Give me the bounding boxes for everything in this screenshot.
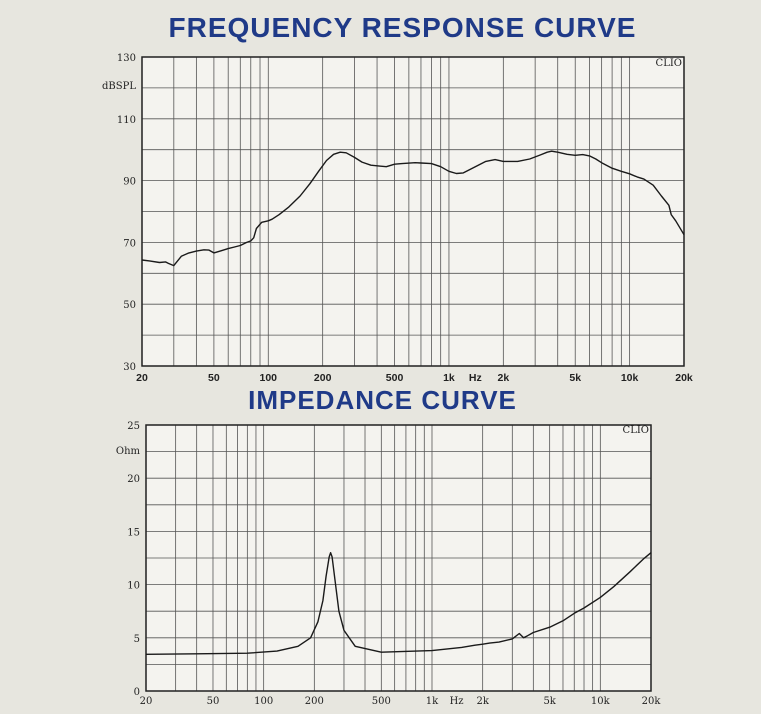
x-tick-label: 500: [372, 696, 391, 707]
x-tick-label: 10k: [591, 696, 611, 707]
x-tick-label: 20k: [642, 696, 662, 707]
x-tick-label: 5k: [569, 372, 581, 384]
x-tick-label: 2k: [497, 372, 509, 384]
y-tick-label: 0: [134, 687, 140, 698]
x-tick-label: 200: [305, 696, 324, 707]
x-tick-label: 100: [260, 372, 278, 384]
x-tick-label: 10k: [621, 372, 639, 384]
y-tick-label: 15: [127, 527, 140, 538]
y-tick-label: 50: [123, 300, 136, 311]
plot-border: [145, 424, 652, 692]
clio-watermark: CLIO: [623, 425, 649, 436]
y-tick-label: 20: [127, 474, 140, 485]
y-tick-label: 5: [134, 634, 140, 645]
y-tick-label: 130: [117, 53, 136, 64]
clio-watermark: CLIO: [656, 58, 682, 69]
plot-border: [141, 56, 685, 367]
x-tick-label: 200: [314, 372, 332, 384]
x-tick-label: 20: [140, 696, 153, 707]
frequency-response-plot: 30 50 70 90 110 130 20 50 100 200 500 1k 2k 5k 10k 20k H…: [102, 53, 693, 384]
x-tick-label: 5k: [543, 696, 556, 707]
y-tick-label: 30: [123, 362, 136, 373]
x-axis-label: Hz: [450, 696, 464, 707]
x-tick-label: 100: [254, 696, 273, 707]
impedance-title: IMPEDANCE CURVE: [248, 385, 517, 415]
y-tick-label: 70: [123, 238, 136, 249]
x-tick-label: 20: [136, 372, 148, 384]
x-tick-label: 20k: [675, 372, 693, 384]
impedance-line: [145, 552, 652, 655]
frequency-response-title: FREQUENCY RESPONSE CURVE: [168, 12, 637, 43]
x-tick-label: 1k: [426, 696, 439, 707]
x-tick-label: 1k: [443, 372, 455, 384]
x-tick-label: 500: [386, 372, 404, 384]
y-tick-label: 10: [127, 581, 140, 592]
impedance-plot: 0 5 10 15 20 25 20 50 100 200 500 1k 2k 5k 10k 20k Hz Ohm…: [116, 421, 661, 707]
x-tick-label: 50: [207, 696, 220, 707]
y-tick-label: 25: [127, 421, 140, 432]
y-axis-label: dBSPL: [102, 81, 136, 92]
y-tick-label: 90: [123, 177, 136, 188]
y-tick-label: 110: [117, 115, 136, 126]
y-axis-label: Ohm: [116, 446, 141, 457]
x-tick-label: 2k: [476, 696, 489, 707]
frequency-response-line: [141, 150, 685, 267]
x-axis-label: Hz: [469, 372, 482, 384]
x-tick-label: 50: [208, 372, 220, 384]
